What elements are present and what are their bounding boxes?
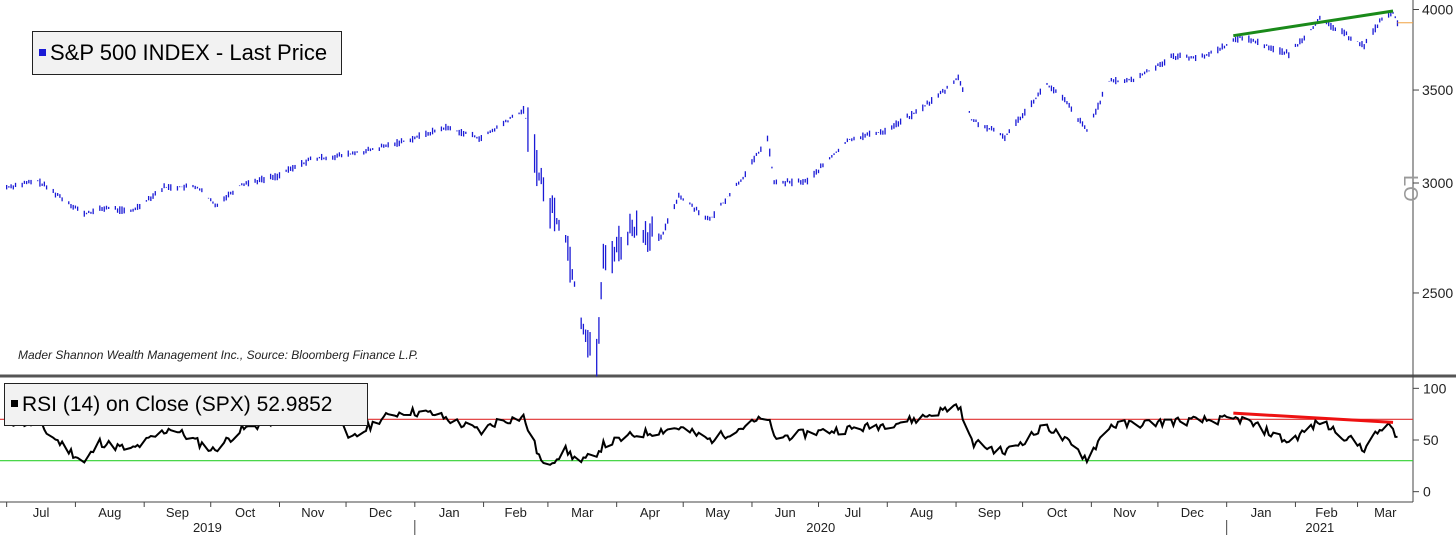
rsi-tick-label: 50 <box>1423 432 1439 448</box>
price-tick-label: 4000 <box>1422 2 1453 18</box>
price-annotations <box>1233 9 1413 38</box>
year-label: 2020 <box>806 520 835 535</box>
month-tick-label: Nov <box>301 505 325 520</box>
month-tick-label: Aug <box>910 505 933 520</box>
year-label: 2021 <box>1305 520 1334 535</box>
price-panel <box>0 0 1456 502</box>
price-trendline <box>1233 9 1394 38</box>
month-tick-label: Aug <box>98 505 121 520</box>
x-axis: Jul Aug Sep Oct Nov Dec Jan Feb Mar Apr May Jun Jul A… <box>0 501 1413 535</box>
rsi-legend-label: RSI (14) on Close (SPX) 52.9852 <box>22 393 333 416</box>
rsi-divergence-line <box>1233 411 1394 424</box>
month-tick-label: May <box>705 505 730 520</box>
month-tick-label: Oct <box>235 505 256 520</box>
price-tick-label: 2500 <box>1422 285 1453 301</box>
month-tick-label: Sep <box>978 505 1001 520</box>
rsi-legend: RSI (14) on Close (SPX) 52.9852 <box>4 383 368 426</box>
month-tick-label: Oct <box>1047 505 1068 520</box>
rsi-y-axis: 0 50 100 <box>1413 380 1447 500</box>
price-legend-label: S&P 500 INDEX - Last Price <box>50 40 328 65</box>
rsi-legend-swatch <box>11 399 18 407</box>
month-tick-label: Dec <box>369 505 393 520</box>
price-legend-swatch <box>39 48 46 56</box>
month-tick-label: Jul <box>845 505 862 520</box>
month-tick-label: Dec <box>1181 505 1205 520</box>
month-tick-label: Nov <box>1113 505 1137 520</box>
rsi-tick-label: 0 <box>1423 484 1431 500</box>
scale-label: LO <box>1399 175 1421 202</box>
month-tick-label: Sep <box>166 505 189 520</box>
price-tick-label: 3500 <box>1422 82 1453 98</box>
rsi-tick-label: 100 <box>1423 380 1447 396</box>
source-credit: Mader Shannon Wealth Management Inc., So… <box>18 348 419 362</box>
month-tick-label: Feb <box>1315 505 1337 520</box>
year-label: 2019 <box>193 520 222 535</box>
month-tick-label: Jan <box>439 505 460 520</box>
month-tick-label: Jan <box>1251 505 1272 520</box>
month-tick-label: Jul <box>33 505 50 520</box>
price-y-axis: 2500 3000 3500 4000 <box>1413 2 1453 301</box>
month-tick-label: Mar <box>1374 505 1397 520</box>
price-legend: S&P 500 INDEX - Last Price <box>32 31 342 75</box>
price-tick-label: 3000 <box>1422 175 1453 191</box>
month-tick-label: Feb <box>505 505 527 520</box>
month-tick-label: Mar <box>571 505 594 520</box>
month-tick-label: Jun <box>775 505 796 520</box>
month-tick-label: Apr <box>640 505 661 520</box>
rsi-line <box>6 403 1398 466</box>
